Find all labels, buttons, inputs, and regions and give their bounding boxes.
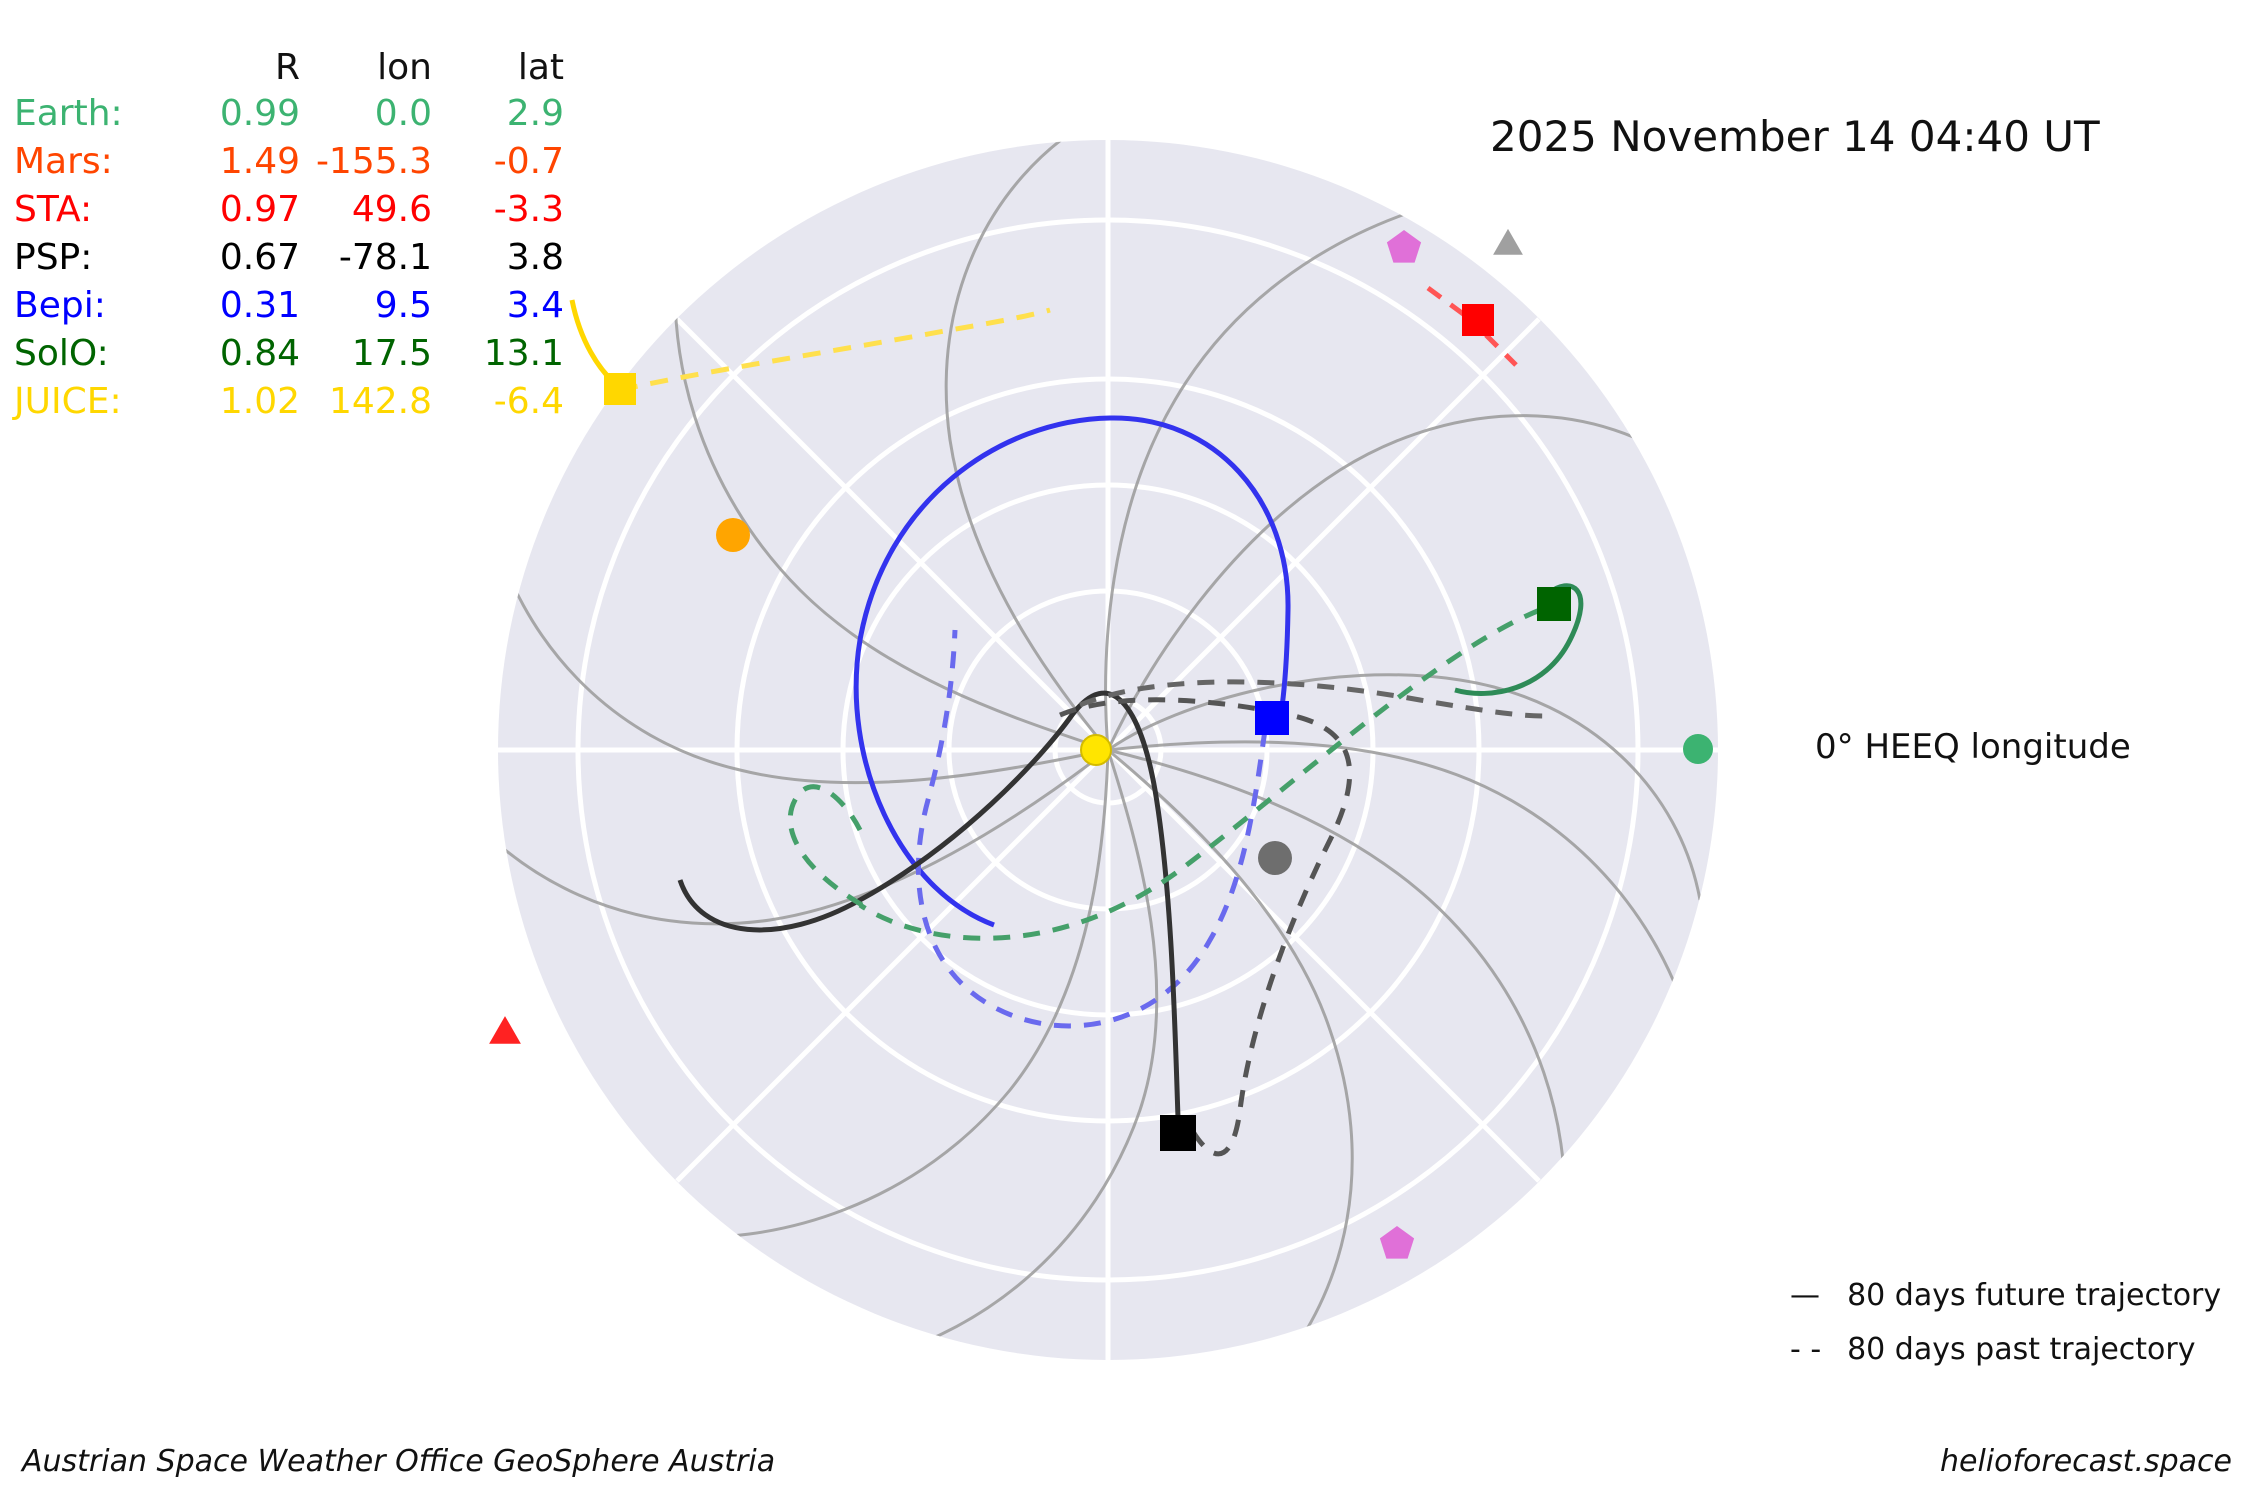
heeq-longitude-label: 0° HEEQ longitude bbox=[1815, 727, 2131, 767]
table-corner bbox=[14, 46, 182, 90]
cell-R: 0.31 bbox=[219, 285, 300, 326]
legend-past-row: - - 80 days past trajectory bbox=[1790, 1332, 2195, 1367]
cell-lat: -3.3 bbox=[493, 189, 564, 230]
cell-R: 0.97 bbox=[219, 189, 300, 230]
cell-lat: -6.4 bbox=[493, 381, 564, 422]
cell-R: 1.02 bbox=[219, 381, 300, 422]
cell-lon: 49.6 bbox=[351, 189, 432, 230]
legend-past-label: 80 days past trajectory bbox=[1847, 1332, 2196, 1367]
table-row: SolO: 0.84 17.5 13.1 bbox=[14, 330, 578, 378]
cell-name: PSP: bbox=[14, 237, 93, 278]
cell-lat: 13.1 bbox=[483, 333, 564, 374]
footer-left: Austrian Space Weather Office GeoSphere … bbox=[22, 1444, 776, 1479]
cell-R: 0.84 bbox=[219, 333, 300, 374]
cell-lon: 0.0 bbox=[374, 93, 432, 134]
parker-spiral-lines bbox=[498, 140, 1702, 1360]
trajectory-psp-past bbox=[1059, 697, 1353, 1157]
footer-right: helioforecast.space bbox=[1939, 1444, 2232, 1479]
cell-name: Earth: bbox=[14, 93, 123, 134]
legend-dashed-dash-icon: - - bbox=[1790, 1332, 1822, 1367]
cell-lon: -78.1 bbox=[338, 237, 432, 278]
cell-lat: 3.4 bbox=[506, 285, 564, 326]
cell-lat: -0.7 bbox=[493, 141, 564, 182]
trajectory-solo-past-tail bbox=[787, 784, 864, 908]
marker-mercury bbox=[1258, 841, 1292, 875]
positions-table-header-row: R lon lat bbox=[14, 46, 578, 90]
marker-mars-to bbox=[489, 1016, 521, 1044]
cell-name: STA: bbox=[14, 189, 93, 230]
table-row: Bepi: 0.31 9.5 3.4 bbox=[14, 282, 578, 330]
marker-earth bbox=[1683, 734, 1713, 764]
trajectory-solo-past bbox=[858, 607, 1541, 941]
legend-solid-dash-icon: — bbox=[1790, 1278, 1820, 1313]
marker-jupiter bbox=[1493, 228, 1523, 255]
table-row: PSP: 0.67 -78.1 3.8 bbox=[14, 234, 578, 282]
page-title: 2025 November 14 04:40 UT bbox=[1490, 112, 2100, 161]
cell-lon: 17.5 bbox=[351, 333, 432, 374]
marker-bepi bbox=[1255, 701, 1289, 735]
marker-sun bbox=[1080, 734, 1112, 766]
marker-l4 bbox=[1386, 230, 1422, 263]
legend-future-row: — 80 days future trajectory bbox=[1790, 1278, 2221, 1313]
trajectory-bepi-past bbox=[916, 629, 1268, 1029]
cell-name: JUICE: bbox=[14, 381, 122, 422]
cell-name: Bepi: bbox=[14, 285, 106, 326]
cell-R: 1.49 bbox=[219, 141, 300, 182]
cell-R: 0.99 bbox=[219, 93, 300, 134]
marker-stereo-a bbox=[1462, 304, 1494, 336]
trajectory-bepi-future bbox=[853, 415, 1291, 928]
trajectory-juice-past bbox=[619, 307, 1051, 393]
header-lat: lat bbox=[517, 47, 564, 88]
cell-name: SolO: bbox=[14, 333, 109, 374]
trajectory-stereo-a bbox=[1426, 285, 1518, 367]
marker-juice bbox=[604, 373, 636, 405]
table-row: STA: 0.97 49.6 -3.3 bbox=[14, 186, 578, 234]
trajectory-solo-future bbox=[1454, 583, 1584, 696]
table-row: JUICE: 1.02 142.8 -6.4 bbox=[14, 378, 578, 426]
marker-venus bbox=[716, 518, 750, 552]
cell-lon: 9.5 bbox=[374, 285, 432, 326]
cell-lon: -155.3 bbox=[315, 141, 432, 182]
marker-solar-orbiter bbox=[1537, 587, 1571, 621]
marker-psp bbox=[1160, 1115, 1196, 1151]
header-lon: lon bbox=[377, 47, 432, 88]
marker-layer bbox=[489, 228, 1713, 1259]
legend-future-label: 80 days future trajectory bbox=[1847, 1278, 2222, 1313]
cell-lon: 142.8 bbox=[328, 381, 432, 422]
cell-R: 0.67 bbox=[219, 237, 300, 278]
table-row: Mars: 1.49 -155.3 -0.7 bbox=[14, 138, 578, 186]
trajectory-psp-future bbox=[677, 690, 1181, 1119]
positions-table: R lon lat Earth: 0.99 0.0 2.9 Mars: 1.49 -155.… bbox=[14, 46, 578, 426]
header-R: R bbox=[274, 47, 300, 88]
cell-lat: 3.8 bbox=[506, 237, 564, 278]
marker-l5 bbox=[1379, 1226, 1415, 1259]
table-row: Earth: 0.99 0.0 2.9 bbox=[14, 90, 578, 138]
cell-name: Mars: bbox=[14, 141, 113, 182]
cell-lat: 2.9 bbox=[506, 93, 564, 134]
positions-table-body: Earth: 0.99 0.0 2.9 Mars: 1.49 -155.3 -0.7 STA: 0… bbox=[14, 90, 578, 426]
trajectory-earth-past bbox=[1079, 679, 1546, 719]
